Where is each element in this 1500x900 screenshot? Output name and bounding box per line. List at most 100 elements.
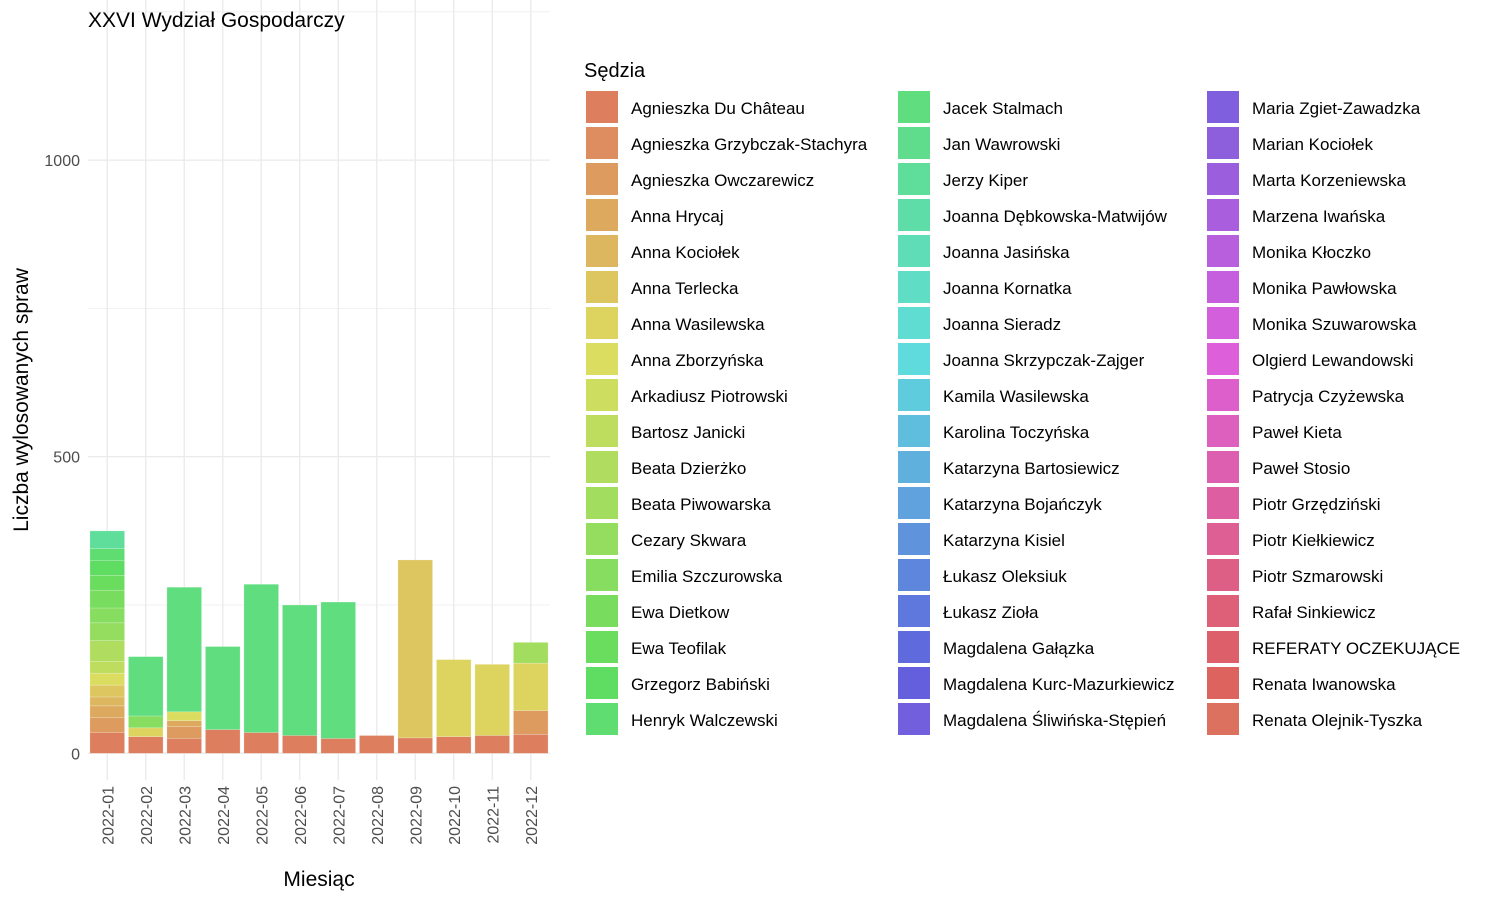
legend-label: Katarzyna Kisiel: [943, 531, 1065, 550]
x-axis-title: Miesiąc: [283, 868, 354, 891]
legend-key: [586, 631, 618, 663]
bar-segment: [282, 735, 318, 754]
legend-key: [1207, 595, 1239, 627]
legend-key: [898, 91, 930, 123]
legend-label: Beata Piwowarska: [631, 495, 771, 514]
bar-segment: [513, 642, 549, 664]
legend-label: Kamila Wasilewska: [943, 387, 1089, 406]
legend-label: Jacek Stalmach: [943, 99, 1063, 118]
legend-label: Karolina Toczyńska: [943, 423, 1090, 442]
legend-label: Bartosz Janicki: [631, 423, 745, 442]
legend-label: Anna Wasilewska: [631, 315, 765, 334]
y-tick-label: 500: [53, 450, 80, 467]
legend-key: [586, 559, 618, 591]
legend-key: [898, 631, 930, 663]
bar-segment: [89, 696, 125, 707]
legend-key: [586, 235, 618, 267]
legend-key: [1207, 307, 1239, 339]
legend-label: Marian Kociołek: [1252, 135, 1373, 154]
y-tick-label: 1000: [44, 153, 80, 170]
y-axis-title: Liczba wylosowanych spraw: [10, 267, 33, 532]
chart-title: XXVI Wydział Gospodarczy: [88, 9, 345, 32]
legend-key: [898, 343, 930, 375]
legend-key: [1207, 487, 1239, 519]
legend-key: [898, 379, 930, 411]
legend-key: [898, 199, 930, 231]
legend-label: Piotr Grzędziński: [1252, 495, 1380, 514]
legend-label: Katarzyna Bojańczyk: [943, 495, 1102, 514]
legend-key: [898, 487, 930, 519]
legend-label: Renata Olejnik-Tyszka: [1252, 711, 1423, 730]
legend-label: Piotr Szmarowski: [1252, 567, 1383, 586]
bar-segment: [89, 661, 125, 674]
legend-key: [586, 451, 618, 483]
legend-key: [586, 703, 618, 735]
legend-key: [1207, 199, 1239, 231]
legend-label: Magdalena Śliwińska-Stępień: [943, 711, 1166, 730]
y-tick-label: 0: [71, 746, 80, 763]
bar-segment: [89, 705, 125, 719]
legend-key: [1207, 523, 1239, 555]
legend-label: Renata Iwanowska: [1252, 675, 1396, 694]
legend-label: Anna Kociołek: [631, 243, 740, 262]
legend-key: [586, 343, 618, 375]
legend-key: [1207, 379, 1239, 411]
legend-label: Olgierd Lewandowski: [1252, 351, 1414, 370]
x-tick-label: 2022-06: [293, 786, 310, 845]
bar-segment: [513, 734, 549, 754]
legend-label: Anna Hrycaj: [631, 207, 724, 226]
x-tick-label: 2022-03: [177, 786, 194, 845]
bar-segment: [243, 583, 279, 733]
legend-label: Emilia Szczurowska: [631, 567, 783, 586]
bar-segment: [436, 659, 472, 737]
legend-label: Agnieszka Owczarewicz: [631, 171, 814, 190]
bar-segment: [89, 530, 125, 549]
legend-items: Agnieszka Du Château Agnieszka Grzybczak-…: [586, 91, 1460, 735]
legend-key: [898, 163, 930, 195]
x-tick-label: 2022-10: [447, 786, 464, 845]
legend-label: Beata Dzierżko: [631, 459, 746, 478]
bar-segment: [513, 662, 549, 711]
bar-segment: [166, 726, 202, 739]
x-tick-label: 2022-08: [370, 786, 387, 845]
bar-segment: [89, 560, 125, 576]
legend-key: [1207, 235, 1239, 267]
legend-label: Grzegorz Babiński: [631, 675, 770, 694]
legend-key: [586, 199, 618, 231]
legend-label: Ewa Teofilak: [631, 639, 727, 658]
x-tick-label: 2022-02: [139, 786, 156, 845]
legend-label: Marta Korzeniewska: [1252, 171, 1407, 190]
legend-key: [898, 703, 930, 735]
bar-segment: [166, 720, 202, 727]
bar-segment: [282, 604, 318, 736]
legend-key: [1207, 703, 1239, 735]
legend-key: [898, 415, 930, 447]
legend-label: Maria Zgiet-Zawadzka: [1252, 99, 1421, 118]
legend-label: Marzena Iwańska: [1252, 207, 1386, 226]
legend-label: Magdalena Kurc-Mazurkiewicz: [943, 675, 1174, 694]
bar-segment: [474, 664, 510, 736]
bar-segment: [513, 710, 549, 735]
x-tick-label: 2022-04: [216, 786, 233, 845]
bar-segment: [205, 646, 241, 730]
legend-label: Katarzyna Bartosiewicz: [943, 459, 1120, 478]
legend-label: Monika Pawłowska: [1252, 279, 1397, 298]
legend-key: [898, 271, 930, 303]
bar-segment: [166, 711, 202, 721]
legend-label: Magdalena Gałązka: [943, 639, 1095, 658]
legend-label: Joanna Sieradz: [943, 315, 1061, 334]
legend-label: Patrycja Czyżewska: [1252, 387, 1405, 406]
legend-label: Paweł Stosio: [1252, 459, 1350, 478]
legend-label: Cezary Skwara: [631, 531, 747, 550]
legend-label: Joanna Kornatka: [943, 279, 1072, 298]
bar-segment: [89, 548, 125, 561]
bar-segment: [89, 672, 125, 686]
bar-segment: [128, 715, 164, 729]
y-axis: 0 500 1000: [44, 153, 80, 763]
legend-key: [1207, 127, 1239, 159]
bar-segment: [128, 656, 164, 717]
legend-key: [1207, 415, 1239, 447]
legend-label: Ewa Dietkow: [631, 603, 730, 622]
legend-label: Arkadiusz Piotrowski: [631, 387, 788, 406]
legend-key: [586, 307, 618, 339]
